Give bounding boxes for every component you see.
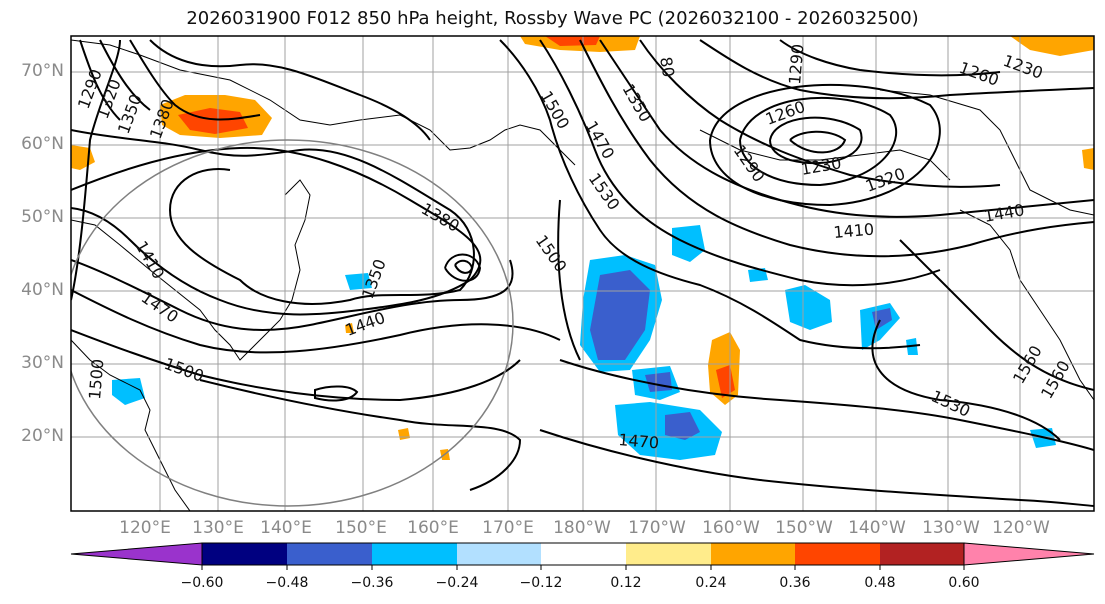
anomaly-negative bbox=[112, 378, 145, 405]
lat-label: 40°N bbox=[21, 280, 64, 300]
contour-label: 1470 bbox=[618, 430, 660, 452]
anomaly-negative bbox=[665, 412, 700, 440]
contour-label: 1500 bbox=[532, 231, 571, 275]
lon-label: 180°W bbox=[553, 518, 611, 538]
colorbar-bin bbox=[795, 543, 880, 565]
anomaly-positive bbox=[398, 428, 410, 440]
colorbar-tick-label: 0.24 bbox=[695, 575, 727, 591]
graticule bbox=[71, 36, 1094, 511]
anomaly-negative bbox=[785, 285, 832, 330]
map-frame bbox=[70, 35, 1095, 512]
anomaly-negative bbox=[590, 270, 650, 360]
reference-circle bbox=[71, 139, 514, 507]
colorbar-tick-label: 0.12 bbox=[610, 575, 642, 591]
colorbar-tick-label: −0.60 bbox=[180, 575, 224, 591]
contour-label: 1260 bbox=[957, 58, 1002, 90]
lon-label: 170°W bbox=[628, 518, 686, 538]
anomaly-positive bbox=[345, 323, 354, 333]
contour-label: 1320 bbox=[863, 164, 908, 196]
colorbar-bin bbox=[711, 543, 795, 565]
colorbar-bin bbox=[457, 543, 541, 565]
lon-label: 120°W bbox=[992, 518, 1050, 538]
colorbar-outline bbox=[201, 542, 965, 566]
anomaly-positive bbox=[178, 108, 248, 134]
map-title: 2026031900 F012 850 hPa height, Rossby W… bbox=[186, 8, 919, 29]
contour-label: 1500 bbox=[537, 88, 574, 133]
colorbar-extend-low bbox=[70, 542, 203, 566]
anomaly-negative bbox=[345, 273, 372, 290]
colorbar-tick-label: 0.60 bbox=[948, 575, 980, 591]
contour-label: 1500 bbox=[162, 354, 207, 386]
colorbar bbox=[70, 542, 1095, 570]
lon-label: 130°W bbox=[922, 518, 980, 538]
height-contours bbox=[71, 39, 1094, 507]
anomaly-negative bbox=[748, 268, 768, 282]
lon-label: 150°E bbox=[335, 518, 387, 538]
lon-label: 140°W bbox=[848, 518, 906, 538]
colorbar-bin bbox=[202, 543, 287, 565]
lon-label: 130°E bbox=[192, 518, 244, 538]
contour-label: 1410 bbox=[132, 238, 169, 283]
lon-label: 160°E bbox=[407, 518, 459, 538]
contour-label: 1410 bbox=[833, 220, 875, 242]
colorbar-bin bbox=[626, 543, 711, 565]
lat-label: 60°N bbox=[21, 134, 64, 154]
contour-label: 1560 bbox=[1009, 342, 1046, 387]
colorbar-bin bbox=[880, 543, 964, 565]
contour-label: 1440 bbox=[982, 200, 1025, 226]
anomaly-positive bbox=[1082, 148, 1094, 170]
contour-label: 1470 bbox=[582, 118, 619, 163]
contour-label: 1290 bbox=[785, 43, 807, 85]
contour-label: 1440 bbox=[343, 308, 388, 340]
anomaly-positive bbox=[71, 145, 95, 170]
contour-label: 1500 bbox=[85, 358, 107, 400]
lon-label: 140°E bbox=[260, 518, 312, 538]
contour-label: 80 bbox=[656, 55, 678, 78]
colorbar-extend-high bbox=[963, 542, 1095, 566]
lon-label: 170°E bbox=[482, 518, 534, 538]
colorbar-tick-label: 0.48 bbox=[864, 575, 896, 591]
lon-label: 150°W bbox=[775, 518, 833, 538]
lon-label: 160°W bbox=[702, 518, 760, 538]
lat-label: 30°N bbox=[21, 353, 64, 373]
colorbar-bin bbox=[287, 543, 372, 565]
coastlines bbox=[71, 39, 1094, 511]
lat-label: 50°N bbox=[21, 207, 64, 227]
contour-label: 1290 bbox=[730, 141, 769, 185]
anomaly-positive bbox=[545, 36, 600, 46]
colorbar-bin bbox=[372, 543, 457, 565]
contour-label: 1350 bbox=[619, 81, 656, 126]
lat-label: 70°N bbox=[21, 61, 64, 81]
shaded-anomalies bbox=[71, 36, 1094, 460]
colorbar-tick-label: −0.12 bbox=[519, 575, 563, 591]
lat-label: 20°N bbox=[21, 426, 64, 446]
contour-label: 1230 bbox=[1001, 51, 1046, 83]
colorbar-tick-label: −0.24 bbox=[435, 575, 479, 591]
colorbar-tick-label: −0.36 bbox=[350, 575, 394, 591]
anomaly-positive bbox=[1010, 36, 1094, 56]
colorbar-tick-label: 0.36 bbox=[779, 575, 811, 591]
lon-label: 120°E bbox=[119, 518, 171, 538]
colorbar-bin bbox=[541, 543, 626, 565]
contour-label: 1230 bbox=[799, 153, 842, 179]
colorbar-tick-label: −0.48 bbox=[265, 575, 309, 591]
